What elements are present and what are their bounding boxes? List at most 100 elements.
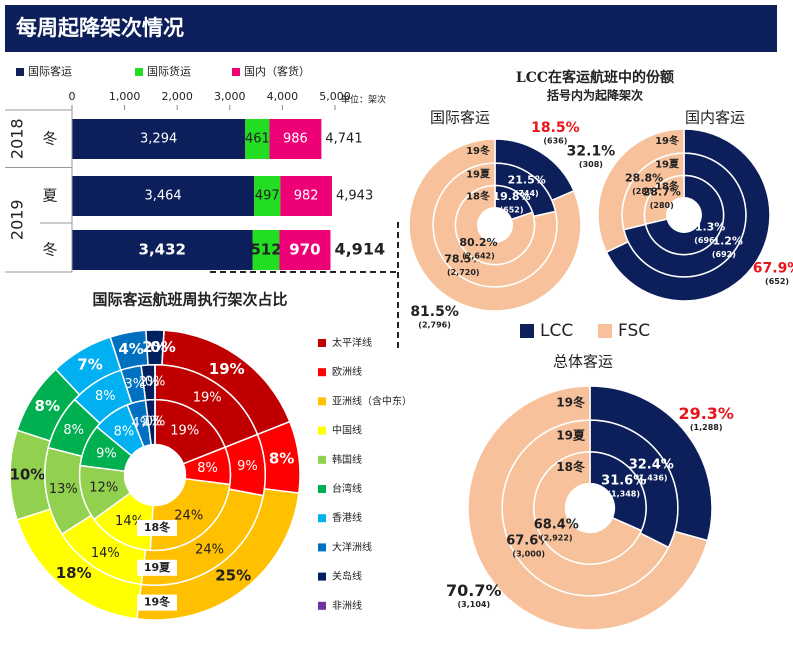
share-label: 0% [145,375,166,390]
panel-title: 国际客运 [430,109,490,127]
share-label: 18.5% [531,120,580,136]
legend-label: 关岛线 [332,570,362,583]
year-label: 2019 [8,199,27,240]
bar-segment [254,176,281,216]
count-label: (2,642) [462,252,495,261]
share-label: 8% [269,450,294,468]
legend-label: 非洲线 [332,599,362,612]
value-label: 3,464 [144,189,181,204]
ring-label: 19夏 [655,158,680,170]
share-label: 9% [96,446,117,461]
chart-subtitle: 括号内为起降架次 [547,88,643,103]
legend-label: 亚洲线（含中东） [332,394,412,407]
legend-label: 欧洲线 [332,365,362,378]
legend-swatch [318,514,326,523]
legend-swatch [232,68,240,76]
share-label: 68.4% [534,517,579,532]
value-label: 497 [255,189,280,204]
x-tick-label: 3,000 [214,90,246,103]
donut-segment [643,174,685,226]
total-label: 4,914 [334,240,385,259]
legend-swatch [135,68,143,76]
share-label: 24% [174,508,203,523]
category-label: 冬 [42,241,57,259]
share-label: 70.7% [446,581,502,600]
ring-label: 18冬 [655,180,679,193]
share-label: 71.3% [687,221,725,234]
share-label: 14% [115,514,144,529]
share-label: 19% [193,391,222,406]
legend-label: 国际客运 [28,64,72,78]
legend-swatch [318,368,326,377]
count-label: (280) [650,201,674,210]
share-label: 67.9% [753,261,793,277]
value-label: 3,294 [140,132,177,147]
share-label: 7% [77,356,102,374]
share-label: 8% [95,389,116,404]
count-label: (3,104) [457,600,490,609]
share-label: 8% [63,423,84,438]
share-label: 3% [124,377,145,392]
x-tick-label: 2,000 [161,90,193,103]
share-label: 8% [35,397,60,415]
legend-label: 太平洋线 [332,336,372,349]
legend-label: 大洋洲线 [332,540,372,553]
value-label: 512 [250,241,281,259]
bar-segment [72,176,255,216]
share-label: 80.2% [459,236,497,249]
share-label: 0% [145,415,166,430]
count-label: (280) [632,187,656,196]
category-label: 冬 [42,130,57,148]
ring-label: 19夏 [466,168,491,180]
bar-segment [269,119,322,159]
panel-title: 总体客运 [553,353,613,371]
ring-label-box [137,594,177,611]
legend-swatch [318,455,326,464]
share-label: 8% [114,425,135,440]
legend-swatch [318,339,326,347]
share-label: 25% [215,566,251,584]
value-label: 461 [245,132,270,147]
panel-title: 国内客运 [685,109,745,127]
legend-label: LCC [540,321,573,341]
share-label: 12% [89,481,118,496]
x-tick-label: 4,000 [267,90,299,103]
share-label: 2% [142,338,167,356]
share-label: 67.6% [506,533,551,548]
ring-label: 18冬 [144,520,170,534]
ring-label: 19冬 [144,595,170,609]
share-label: 4% [132,416,153,431]
count-label: (696) [694,236,718,245]
share-label: 19% [170,424,199,439]
count-label: (1,288) [690,423,723,432]
count-label: (308) [579,160,603,169]
legend-swatch [318,397,326,406]
legend-label: 国际货运 [147,64,191,78]
count-label: (2,720) [447,268,480,277]
share-label: 0% [150,338,175,356]
share-label: 10% [9,466,45,484]
count-label: (692) [712,250,736,259]
bar-segment [280,176,333,216]
share-label: 31.6% [601,474,646,489]
ring-label: 18冬 [466,190,490,203]
bar-segment [72,230,253,270]
count-label: (2,922) [540,533,573,542]
legend-label: 台湾线 [332,482,362,495]
share-label: 24% [195,543,224,558]
ring-label-box [137,559,177,576]
ring-label-box [137,519,177,536]
share-label: 21.5% [508,173,546,186]
category-label: 夏 [42,187,57,205]
share-label: 81.5% [410,304,459,320]
x-tick-label: 5,000 [319,90,351,103]
bar-segment [245,119,270,159]
total-label: 4,741 [325,132,362,147]
unit-label: 单位：架次 [341,94,386,106]
legend-swatch [318,426,326,435]
donut-segment [454,184,536,266]
count-label: (3,000) [512,549,545,558]
share-label: 32.1% [567,143,616,159]
legend-label: 中国线 [332,424,362,437]
